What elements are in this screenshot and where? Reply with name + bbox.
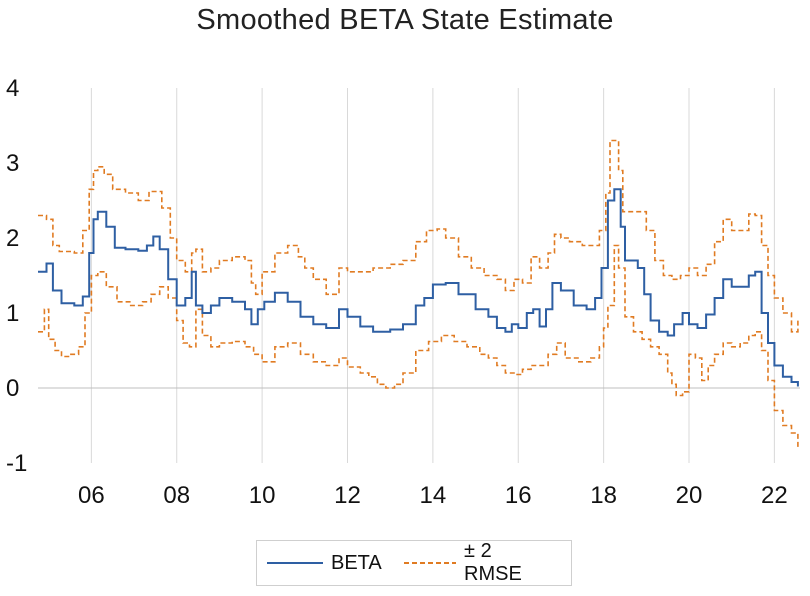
y-tick-label: -1 xyxy=(6,450,27,477)
legend: BETA ± 2 RMSE xyxy=(256,540,572,586)
x-tick-label: 18 xyxy=(590,482,617,509)
legend-item-beta: BETA xyxy=(267,552,382,575)
x-tick-label: 08 xyxy=(163,482,190,509)
y-tick-label: 3 xyxy=(6,150,19,177)
series-line-rmse-lower xyxy=(38,244,799,448)
series-line-rmse-upper xyxy=(38,139,799,333)
x-tick-label: 20 xyxy=(676,482,703,509)
x-tick-label: 10 xyxy=(249,482,276,509)
y-tick-label: 1 xyxy=(6,300,19,327)
series-lines xyxy=(38,139,799,448)
chart-title: Smoothed BETA State Estimate xyxy=(196,4,614,36)
x-tick-label: 14 xyxy=(420,482,447,509)
legend-item-rmse: ± 2 RMSE xyxy=(403,540,549,586)
x-tick-label: 12 xyxy=(334,482,361,509)
y-tick-label: 2 xyxy=(6,225,19,252)
x-tick-label: 22 xyxy=(761,482,788,509)
x-tick-label: 16 xyxy=(505,482,532,509)
legend-swatch-rmse xyxy=(403,562,457,564)
legend-label-beta: BETA xyxy=(331,551,382,574)
y-tick-label: 4 xyxy=(6,75,19,102)
series-line-beta xyxy=(38,188,799,387)
x-tick-label: 06 xyxy=(78,482,105,509)
x-tick-labels: 06 08 10 12 14 16 18 20 22 xyxy=(78,482,788,509)
legend-swatch-beta xyxy=(267,562,323,564)
y-tick-labels: 4 3 2 1 0 -1 xyxy=(6,75,27,477)
y-tick-label: 0 xyxy=(6,375,19,402)
legend-label-rmse: ± 2 RMSE xyxy=(464,540,522,585)
